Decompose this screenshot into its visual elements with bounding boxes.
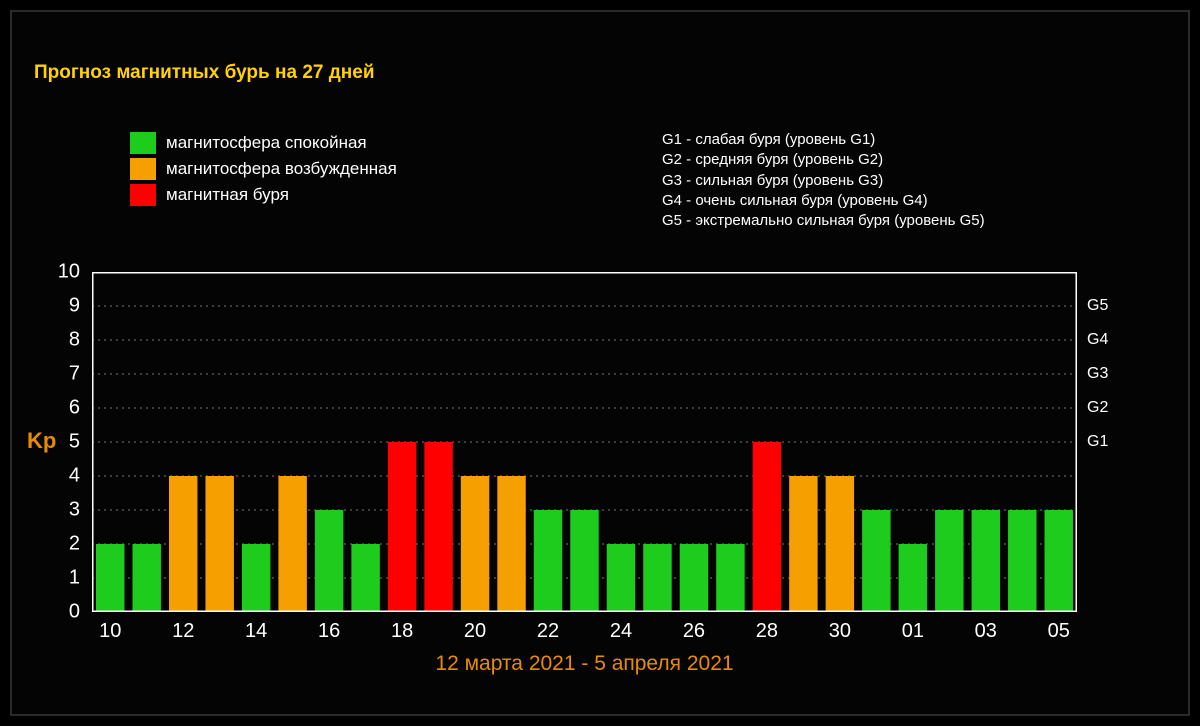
g-scale-line: G1 - слабая буря (уровень G1) — [662, 130, 985, 150]
y-tick-label: 6 — [69, 397, 80, 420]
g-level-label: G1 — [1087, 433, 1108, 451]
g-level-label: G3 — [1087, 365, 1108, 383]
x-tick-label: 18 — [391, 620, 413, 643]
legend-swatch — [130, 184, 156, 206]
g-scale-line: G2 - средняя буря (уровень G2) — [662, 150, 985, 170]
bar — [716, 544, 744, 612]
x-tick-label: 03 — [975, 620, 997, 643]
bar — [862, 510, 890, 612]
bar — [132, 544, 160, 612]
y-tick-label: 0 — [69, 601, 80, 624]
legend-label: магнитная буря — [166, 185, 289, 205]
bar — [205, 476, 233, 612]
bar — [534, 510, 562, 612]
y-tick-label: 3 — [69, 499, 80, 522]
bar — [643, 544, 671, 612]
y-tick-label: 10 — [58, 261, 80, 284]
bar — [570, 510, 598, 612]
bar — [607, 544, 635, 612]
y-tick-label: 4 — [69, 465, 80, 488]
chart-frame: Прогноз магнитных бурь на 27 дней магнит… — [10, 10, 1190, 716]
g-level-label: G4 — [1087, 331, 1108, 349]
bar — [972, 510, 1000, 612]
page-title: Прогноз магнитных бурь на 27 дней — [34, 62, 375, 84]
bar — [278, 476, 306, 612]
bar — [1045, 510, 1073, 612]
x-tick-label: 05 — [1048, 620, 1070, 643]
legend-label: магнитосфера спокойная — [166, 133, 367, 153]
bar — [935, 510, 963, 612]
x-tick-label: 10 — [99, 620, 121, 643]
bar — [826, 476, 854, 612]
bar-chart — [92, 272, 1077, 612]
y-tick-label: 8 — [69, 329, 80, 352]
legend-item: магнитосфера спокойная — [130, 132, 397, 154]
x-tick-label: 22 — [537, 620, 559, 643]
x-tick-label: 24 — [610, 620, 632, 643]
legend-item: магнитосфера возбужденная — [130, 158, 397, 180]
bar — [424, 442, 452, 612]
bar — [315, 510, 343, 612]
x-tick-label: 14 — [245, 620, 267, 643]
date-range-label: 12 марта 2021 - 5 апреля 2021 — [92, 652, 1077, 676]
x-tick-label: 26 — [683, 620, 705, 643]
g-level-label: G2 — [1087, 399, 1108, 417]
legend-label: магнитосфера возбужденная — [166, 159, 397, 179]
bar — [789, 476, 817, 612]
y-axis-label: Kp — [27, 428, 56, 454]
bar — [497, 476, 525, 612]
legend-state: магнитосфера спокойная магнитосфера возбу… — [130, 132, 397, 210]
bar — [753, 442, 781, 612]
y-tick-label: 1 — [69, 567, 80, 590]
legend-item: магнитная буря — [130, 184, 397, 206]
x-axis-ticks: 10 12 14 16 18 20 22 24 26 28 30 01 03 05 — [92, 620, 1077, 650]
y-tick-label: 2 — [69, 533, 80, 556]
bar — [388, 442, 416, 612]
bar — [96, 544, 124, 612]
y-tick-label: 7 — [69, 363, 80, 386]
x-tick-label: 12 — [172, 620, 194, 643]
bar — [242, 544, 270, 612]
x-tick-label: 20 — [464, 620, 486, 643]
legend-g-scale: G1 - слабая буря (уровень G1)G2 - средня… — [662, 130, 985, 231]
bar — [680, 544, 708, 612]
bar — [899, 544, 927, 612]
bar — [461, 476, 489, 612]
x-tick-label: 16 — [318, 620, 340, 643]
g-scale-line: G5 - экстремально сильная буря (уровень … — [662, 211, 985, 231]
bar — [1008, 510, 1036, 612]
x-tick-label: 28 — [756, 620, 778, 643]
bar — [169, 476, 197, 612]
x-tick-label: 01 — [902, 620, 924, 643]
legend-swatch — [130, 158, 156, 180]
bar — [351, 544, 379, 612]
y-tick-label: 5 — [69, 431, 80, 454]
legend-swatch — [130, 132, 156, 154]
g-scale-line: G4 - очень сильная буря (уровень G4) — [662, 191, 985, 211]
x-tick-label: 30 — [829, 620, 851, 643]
y-tick-label: 9 — [69, 295, 80, 318]
g-level-label: G5 — [1087, 297, 1108, 315]
g-scale-line: G3 - сильная буря (уровень G3) — [662, 171, 985, 191]
